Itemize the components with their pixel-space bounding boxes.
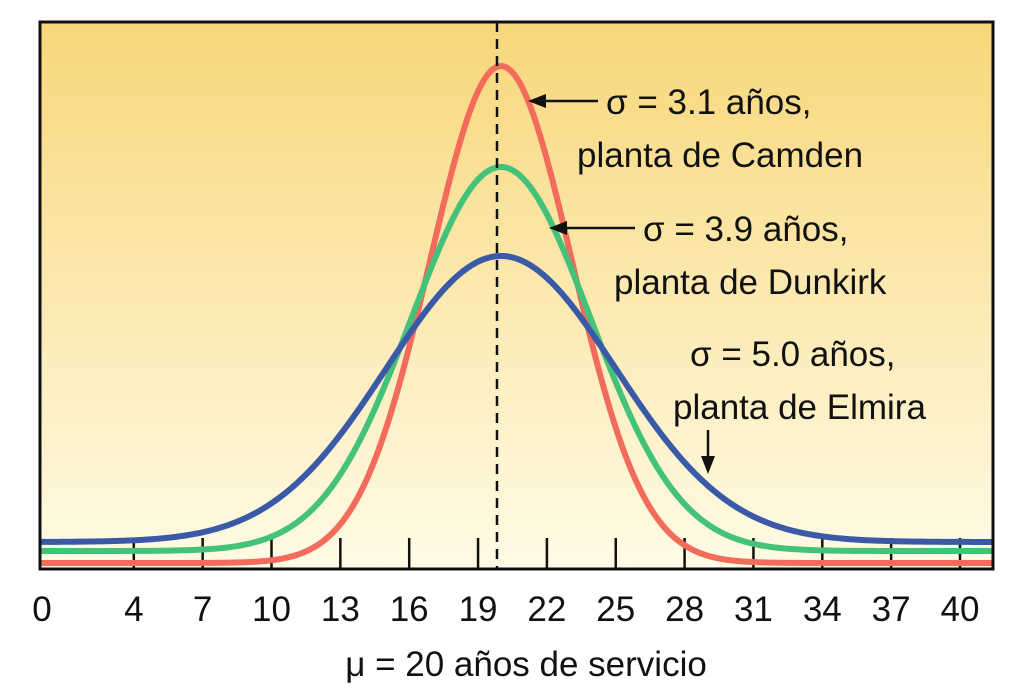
- x-tick-label: 0: [32, 590, 51, 629]
- annotation-camden-line2: planta de Camden: [577, 136, 863, 175]
- x-tick-label: 16: [390, 590, 429, 629]
- x-tick-label: 22: [527, 590, 566, 629]
- curve-series-0: [39, 63, 994, 566]
- annotation-camden: σ = 3.1 años, planta de Camden: [528, 83, 863, 175]
- arrow-camden-head: [528, 94, 546, 108]
- plot-frame: [38, 20, 995, 571]
- x-tick-label: 25: [596, 590, 635, 629]
- annotation-dunkirk-line1: σ = 3.9 años,: [643, 210, 849, 249]
- x-tick-label: 10: [252, 590, 291, 629]
- annotation-elmira-line2: planta de Elmira: [673, 388, 926, 427]
- x-tick-label: 19: [459, 590, 498, 629]
- plot-background: [40, 22, 993, 569]
- x-tick-label: 7: [193, 590, 212, 629]
- x-tick-label: 31: [734, 590, 773, 629]
- x-tick-label: 4: [124, 590, 143, 629]
- annotation-dunkirk-line2: planta de Dunkirk: [614, 263, 887, 302]
- curve-series-2: [39, 253, 994, 545]
- annotation-elmira-line1: σ = 5.0 años,: [690, 335, 896, 374]
- arrow-dunkirk-head: [549, 221, 567, 235]
- x-tick-labels: 0 4 7 10 13 16 19 22 25 28 31 34 37 40: [32, 590, 979, 629]
- x-tick-label: 28: [665, 590, 704, 629]
- x-tick-label: 40: [941, 590, 980, 629]
- distribution-curves: [39, 63, 994, 566]
- x-tick-label: 34: [803, 590, 842, 629]
- x-axis-label: μ = 20 años de servicio: [345, 645, 707, 684]
- annotation-camden-line1: σ = 3.1 años,: [606, 83, 812, 122]
- x-tick-label: 37: [872, 590, 911, 629]
- annotation-dunkirk: σ = 3.9 años, planta de Dunkirk: [549, 210, 887, 302]
- arrow-elmira-head: [701, 456, 715, 474]
- annotation-elmira: σ = 5.0 años, planta de Elmira: [673, 335, 926, 474]
- curve-series-1: [39, 164, 994, 554]
- x-tick-label: 13: [321, 590, 360, 629]
